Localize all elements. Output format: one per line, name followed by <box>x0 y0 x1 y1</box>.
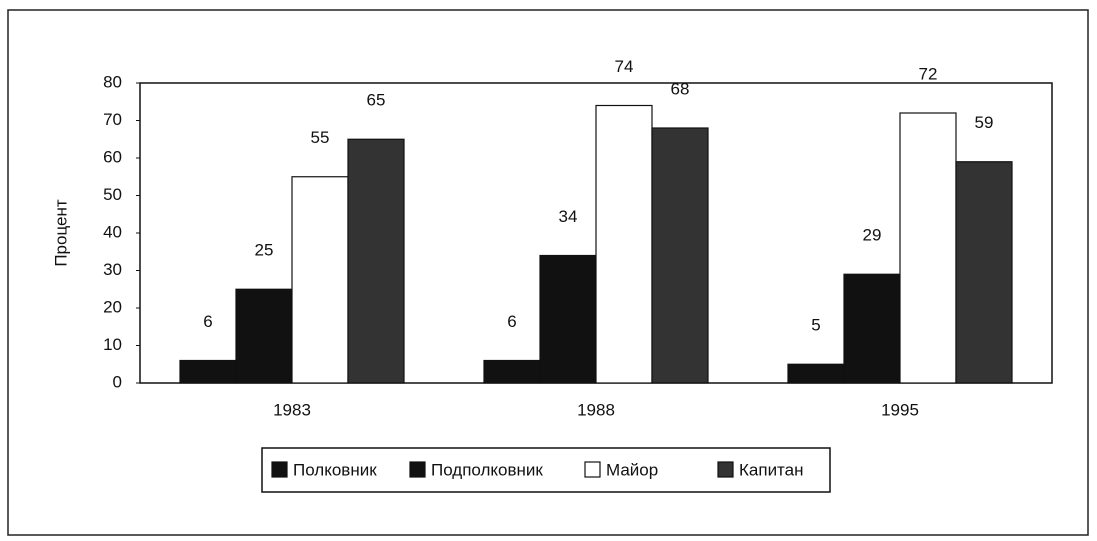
legend-label: Капитан <box>739 460 804 479</box>
y-tick-label: 80 <box>103 72 122 91</box>
bar <box>539 254 597 384</box>
bar <box>651 127 709 384</box>
bar <box>291 176 349 384</box>
legend-label: Майор <box>606 460 658 479</box>
x-tick-label: 1983 <box>273 400 311 419</box>
y-tick-label: 10 <box>103 335 122 354</box>
bar <box>843 273 901 384</box>
y-axis-label: Процент <box>51 199 70 267</box>
x-tick-label: 1995 <box>881 400 919 419</box>
value-label: 25 <box>255 241 274 260</box>
legend-swatch <box>271 461 288 478</box>
value-label: 74 <box>615 57 634 76</box>
bar <box>899 112 957 384</box>
y-tick-label: 0 <box>113 372 122 391</box>
value-label: 72 <box>919 64 938 83</box>
y-tick-label: 40 <box>103 222 122 241</box>
legend-label: Полковник <box>293 460 377 479</box>
bar <box>483 359 541 384</box>
y-tick-label: 30 <box>103 260 122 279</box>
x-tick-label: 1988 <box>577 400 615 419</box>
y-tick-label: 50 <box>103 185 122 204</box>
y-tick-label: 60 <box>103 147 122 166</box>
value-label: 34 <box>559 207 578 226</box>
bar <box>595 104 653 384</box>
value-label: 29 <box>863 226 882 245</box>
value-label: 55 <box>311 128 330 147</box>
bar <box>179 359 237 384</box>
legend-swatch <box>409 461 426 478</box>
y-tick-label: 20 <box>103 297 122 316</box>
legend-swatch <box>584 461 601 478</box>
bar <box>347 138 405 384</box>
y-tick-label: 70 <box>103 110 122 129</box>
chart-frame <box>7 9 1089 536</box>
value-label: 6 <box>203 312 212 331</box>
value-label: 6 <box>507 312 516 331</box>
bar <box>955 161 1013 384</box>
bar <box>787 363 845 384</box>
bar <box>235 288 293 384</box>
legend-label: Подполковник <box>431 460 543 479</box>
value-label: 68 <box>671 79 690 98</box>
value-label: 65 <box>367 91 386 110</box>
value-label: 59 <box>975 113 994 132</box>
value-label: 5 <box>811 316 820 335</box>
legend-swatch <box>717 461 734 478</box>
legend-box <box>261 447 831 493</box>
